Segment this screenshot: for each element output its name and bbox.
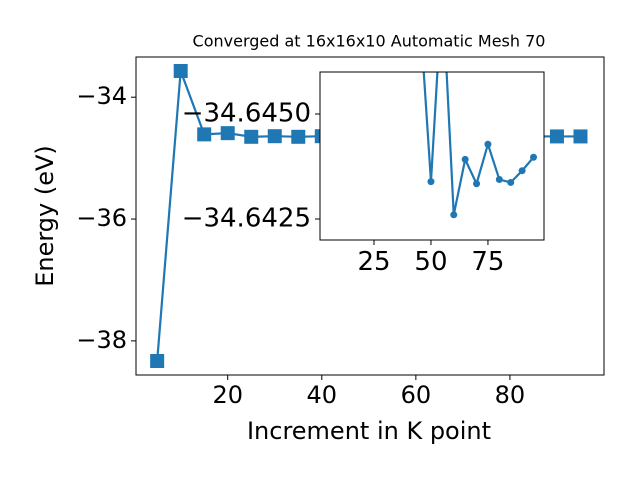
x-tick-label: 25 bbox=[357, 247, 390, 277]
marker bbox=[267, 129, 282, 144]
x-tick-label: 60 bbox=[401, 381, 432, 409]
marker bbox=[530, 153, 538, 161]
marker bbox=[173, 64, 188, 79]
marker bbox=[427, 178, 435, 186]
marker bbox=[244, 129, 259, 144]
plot-frame bbox=[135, 56, 605, 376]
y-axis-label: Energy (eV) bbox=[31, 145, 59, 287]
y-tick-label: −38 bbox=[76, 326, 127, 354]
chart-title: Converged at 16x16x10 Automatic Mesh 70 bbox=[193, 32, 546, 51]
y-tick-label: −34 bbox=[76, 82, 127, 110]
plot-group bbox=[416, 6, 538, 219]
marker bbox=[549, 129, 564, 144]
marker bbox=[450, 211, 458, 219]
y-tick-label: −34.6425 bbox=[182, 204, 311, 234]
marker bbox=[484, 140, 492, 148]
x-tick-label: 20 bbox=[212, 381, 243, 409]
plot-frame bbox=[319, 71, 545, 241]
marker bbox=[150, 353, 165, 368]
marker bbox=[573, 129, 588, 144]
x-tick-label: 75 bbox=[471, 247, 504, 277]
x-tick-label: 40 bbox=[307, 381, 338, 409]
y-tick-label: −34.6450 bbox=[182, 99, 311, 129]
marker bbox=[495, 176, 503, 184]
x-tick-label: 80 bbox=[495, 381, 526, 409]
x-axis-label: Increment in K point bbox=[247, 417, 491, 445]
y-tick-label: −36 bbox=[76, 204, 127, 232]
marker bbox=[518, 167, 526, 175]
marker bbox=[507, 178, 515, 186]
marker bbox=[416, 6, 423, 13]
marker bbox=[197, 127, 212, 142]
marker bbox=[461, 155, 469, 163]
marker bbox=[291, 129, 306, 144]
x-tick-label: 50 bbox=[414, 247, 447, 277]
marker bbox=[473, 180, 481, 188]
marker bbox=[220, 126, 235, 141]
